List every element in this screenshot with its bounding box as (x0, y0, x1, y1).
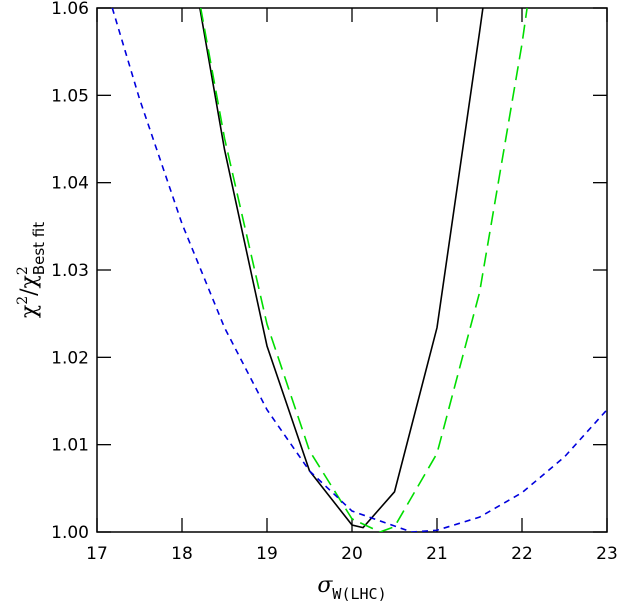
y-tick-label: 1.04 (51, 174, 89, 194)
y-tick-label: 1.01 (51, 436, 89, 456)
x-tick-label: 19 (256, 544, 278, 564)
x-label-sub: (LHC) (341, 585, 386, 603)
y-label-sup: 2 (15, 296, 31, 305)
x-tick-label: 20 (341, 544, 363, 564)
x-label-symbol: σ (317, 573, 333, 598)
y-axis-label: χ2/χ2Best fit (15, 222, 48, 318)
y-label-sub: Best fit (30, 222, 48, 275)
y-tick-label: 1.02 (51, 348, 89, 368)
y-label-symbol: χ (17, 305, 42, 318)
curve (199, 8, 484, 529)
x-tick-label: 23 (596, 544, 618, 564)
x-axis-label: σW(LHC) (317, 573, 386, 603)
y-label-symbol: /χ (17, 275, 42, 296)
x-label-sub: W (332, 585, 342, 603)
plot-frame (96, 7, 608, 533)
curve (111, 8, 607, 532)
y-tick-label: 1.00 (51, 523, 89, 543)
y-tick-label: 1.03 (51, 261, 89, 281)
x-tick-label: 22 (511, 544, 533, 564)
curve (199, 8, 528, 532)
x-tick-label: 18 (171, 544, 193, 564)
x-tick-label: 21 (426, 544, 448, 564)
y-tick-label: 1.06 (51, 0, 89, 19)
y-label-sup: 2 (15, 266, 31, 275)
x-tick-label: 17 (86, 544, 108, 564)
y-tick-label: 1.05 (51, 86, 89, 106)
